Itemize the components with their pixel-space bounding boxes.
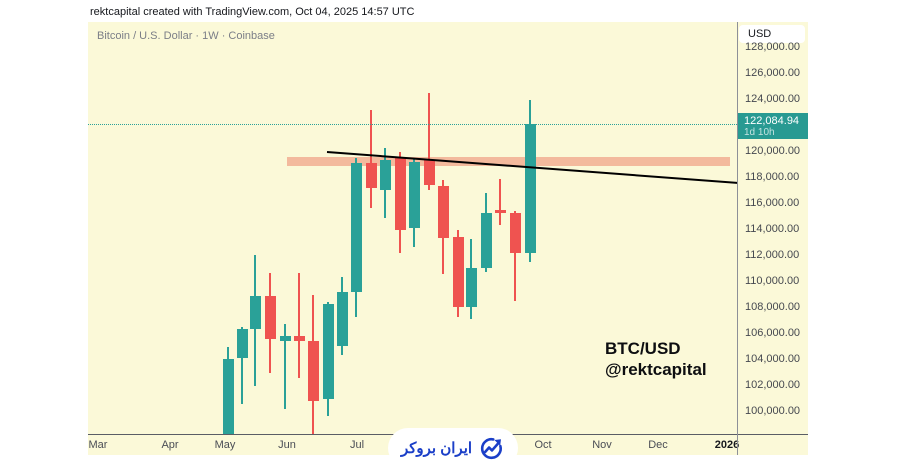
candle-body [509,213,521,254]
candle-body [307,340,319,401]
resistance-zone-drawing [287,156,730,167]
last-price-badge: 122,084.94 1d 10h [737,113,808,139]
candle-body [350,162,362,292]
time-tick-label: Jul [349,439,365,451]
candle-body [365,162,377,189]
candle-wick [514,211,516,301]
annotation-handle: @rektcapital [605,360,707,380]
price-tick-label: 110,000.00 [745,275,800,287]
price-tick-label: 128,000.00 [745,41,801,53]
price-tick-label: 114,000.00 [745,223,800,235]
price-tick-label: 100,000.00 [745,405,801,417]
time-tick-label: Nov [592,439,612,451]
candle-body [465,268,477,307]
time-tick-label: Apr [161,439,179,451]
candle-body [293,336,305,341]
iranbroker-brand-text: ایران بروکر [400,439,473,457]
time-tick-label: May [214,439,236,451]
candle-wick [370,109,372,209]
price-tick-label: 118,000.00 [745,171,800,183]
candle-wick [284,323,286,410]
price-tick-label: 112,000.00 [745,249,800,261]
last-price-value: 122,084.94 [744,115,800,127]
currency-toggle-button[interactable]: USD [739,25,805,43]
candle-wick [298,273,300,378]
time-tick-label: 2026 [714,439,740,451]
chart-annotation: BTC/USD @rektcapital [605,338,707,381]
price-tick-label: 120,000.00 [745,145,801,157]
candle-body [437,186,449,239]
price-tick-label: 124,000.00 [745,93,801,105]
price-scale[interactable]: USD 128,000.00 126,000.00 124,000.00 120,00… [737,22,808,455]
current-price-line [88,124,737,125]
time-tick-label: Oct [534,439,552,451]
candle-body [480,213,492,269]
candle-body [222,359,234,434]
price-tick-label: 116,000.00 [745,197,800,209]
bar-countdown: 1d 10h [744,127,775,138]
price-tick-label: 106,000.00 [745,327,801,339]
candle-body [494,210,506,214]
attribution-text: rektcapital created with TradingView.com… [90,6,415,18]
currency-toggle-label: USD [748,28,772,40]
candle-body [394,157,406,231]
tradingview-chart: BTC/USD @rektcapital Bitcoin / U.S. Doll… [88,22,808,455]
price-tick-label: 104,000.00 [745,353,801,365]
candle-body [322,303,334,399]
candle-wick [499,179,501,226]
trendline-drawing [326,151,737,184]
chart-plot-area[interactable]: BTC/USD @rektcapital Bitcoin / U.S. Doll… [88,22,737,434]
candle-body [408,162,420,229]
time-scale[interactable]: Mar Apr May Jun Jul Oct Nov Dec 2026 [88,435,740,455]
candle-body [279,335,291,341]
price-tick-label: 102,000.00 [745,379,801,391]
attribution-bar: rektcapital created with TradingView.com… [0,0,900,22]
time-tick-label: Mar [88,439,108,451]
candle-body [264,295,276,339]
price-tick-label: 108,000.00 [745,301,801,313]
candle-wick [428,92,430,191]
candle-body [236,328,248,358]
iranbroker-watermark: ایران بروکر [388,428,518,468]
candle-body [379,160,391,191]
candle-wick [241,326,243,404]
candle-body [336,291,348,346]
symbol-title: Bitcoin / U.S. Dollar · 1W · Coinbase [97,30,275,42]
candle-body [423,160,435,186]
candle-body [452,237,464,307]
price-tick-label: 126,000.00 [745,67,801,79]
time-tick-label: Jun [278,439,296,451]
candle-body [524,123,536,254]
candle-body [249,295,261,329]
time-tick-label: Dec [648,439,668,451]
iranbroker-logo-icon [481,437,503,459]
annotation-symbol: BTC/USD [605,339,681,358]
price-axis-border [737,22,738,455]
